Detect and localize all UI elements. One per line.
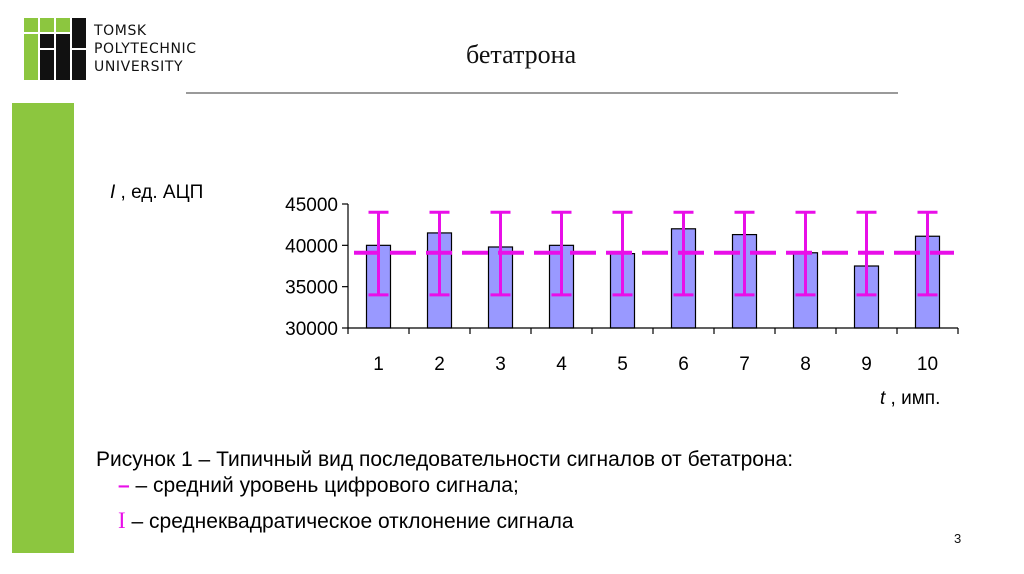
slide-title: бетатрона [466, 40, 577, 69]
logo-line-1: TOMSK [94, 23, 147, 39]
x-tick-label-5: 5 [617, 354, 628, 375]
y-axis-symbol: I [110, 182, 116, 203]
error-bar-icon: I [118, 508, 126, 533]
x-axis-unit: , имп. [885, 388, 941, 409]
page-number: 3 [954, 531, 962, 546]
error-bar-5 [612, 210, 633, 297]
error-bar-4 [551, 210, 572, 297]
x-tick-label-1: 1 [373, 354, 384, 375]
y-tick-label-30000: 30000 [285, 319, 338, 340]
legend-sd: I – среднеквадратическое отклонение сигн… [118, 508, 574, 534]
legend-sd-text: – среднеквадратическое отклонение сигнал… [125, 510, 574, 533]
x-tick-label-10: 10 [917, 354, 938, 375]
side-accent-bar [12, 103, 74, 553]
y-tick-label-45000: 45000 [285, 195, 338, 216]
x-axis-symbol: t [880, 388, 886, 409]
y-axis-label: I , ед. АЦП [110, 182, 203, 204]
x-tick-label-2: 2 [434, 354, 445, 375]
x-tick-label-3: 3 [495, 354, 506, 375]
logo-line-2: POLYTECHNIC [94, 41, 197, 57]
error-bar-8 [795, 210, 816, 297]
mean-dash-icon: – [118, 474, 130, 497]
title-divider [186, 92, 898, 94]
x-axis-label: t , имп. [880, 388, 940, 410]
x-tick-label-9: 9 [861, 354, 872, 375]
legend-mean: – – средний уровень цифрового сигнала; [118, 474, 519, 498]
university-name: TOMSK POLYTECHNIC UNIVERSITY [94, 22, 197, 76]
error-bar-9 [856, 210, 877, 297]
tpu-logo [24, 18, 86, 80]
x-tick-label-4: 4 [556, 354, 567, 375]
y-axis-unit: , ед. АЦП [115, 182, 204, 203]
error-bar-3 [490, 210, 511, 297]
legend-mean-text: – средний уровень цифрового сигнала; [129, 474, 519, 497]
error-bar-2 [429, 210, 450, 297]
x-tick-label-8: 8 [800, 354, 811, 375]
error-bar-7 [734, 210, 755, 297]
error-bar-1 [368, 210, 389, 297]
figure-caption: Рисунок 1 – Типичный вид последовательно… [96, 448, 794, 471]
x-tick-label-6: 6 [678, 354, 689, 375]
error-bar-10 [917, 210, 938, 297]
error-bar-6 [673, 210, 694, 297]
y-tick-label-40000: 40000 [285, 236, 338, 257]
y-tick-label-35000: 35000 [285, 278, 338, 299]
logo-line-3: UNIVERSITY [94, 59, 184, 75]
x-tick-label-7: 7 [739, 354, 750, 375]
